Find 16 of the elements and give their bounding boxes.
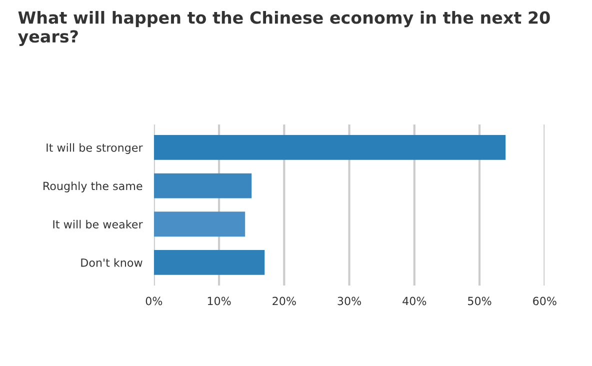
y-tick-label: Don't know	[81, 258, 142, 267]
y-tick-label: Roughly the same	[44, 182, 142, 192]
x-tick-label: 10%	[208, 296, 231, 306]
x-tick-label: 0%	[146, 296, 162, 306]
x-tick-label: 50%	[468, 296, 492, 306]
bar	[154, 212, 246, 237]
bar	[154, 134, 506, 160]
x-tick-label: 20%	[272, 296, 296, 306]
bar	[154, 250, 265, 275]
x-tick-label: 30%	[338, 296, 362, 306]
chart-title: What will happen to the Chinese economy in the next 20 years?	[18, 10, 550, 46]
x-tick-label: 60%	[533, 296, 556, 306]
y-tick-label: It will be weaker	[53, 220, 143, 229]
y-tick-label: It will be stronger	[46, 143, 143, 154]
bar	[154, 173, 252, 198]
x-tick-label: 40%	[402, 296, 426, 306]
